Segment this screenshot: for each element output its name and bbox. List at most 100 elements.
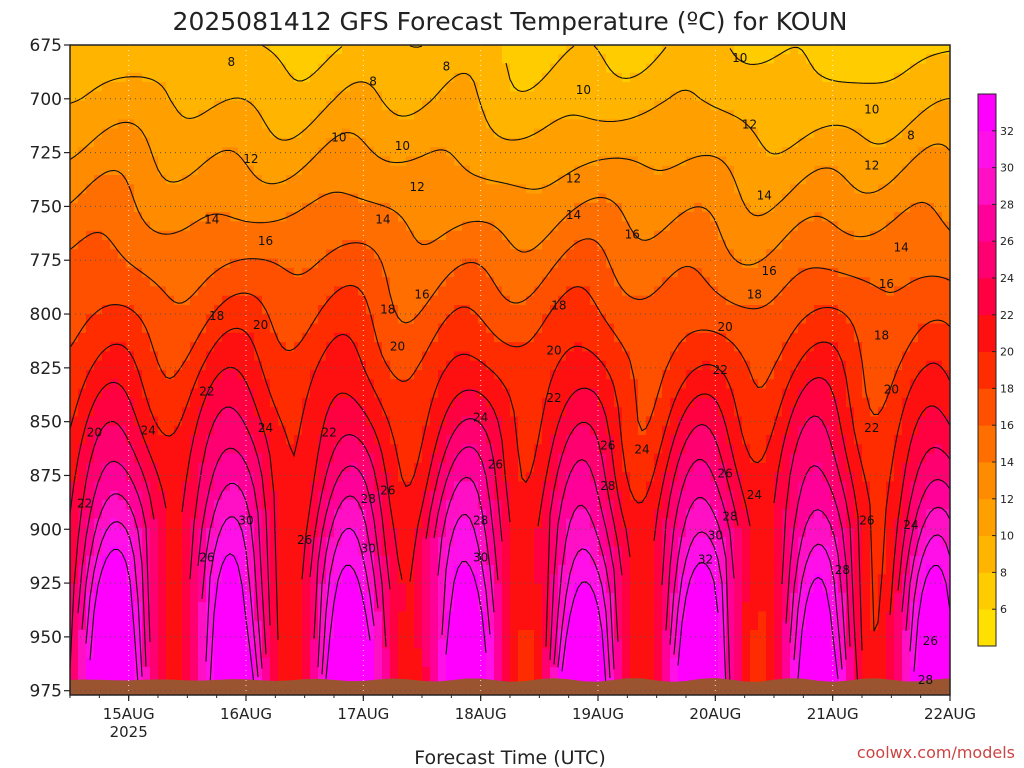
heatmap-cell: [286, 360, 295, 371]
heatmap-cell: [830, 360, 839, 371]
heatmap-cell: [430, 249, 439, 260]
heatmap-cell: [398, 72, 407, 83]
heatmap-cell: [110, 175, 119, 185]
heatmap-cell: [590, 249, 599, 260]
heatmap-cell: [782, 258, 791, 269]
heatmap-cell: [678, 407, 687, 418]
heatmap-cell: [886, 397, 895, 408]
heatmap-cell: [246, 72, 255, 83]
heatmap-cell: [142, 240, 151, 250]
heatmap-cell: [414, 332, 423, 343]
heatmap-cell: [422, 258, 431, 269]
heatmap-cell: [766, 388, 775, 399]
heatmap-cell: [454, 72, 463, 83]
heatmap-cell: [166, 45, 175, 55]
heatmap-cell: [614, 370, 623, 380]
heatmap-cell: [886, 286, 895, 297]
heatmap-cell: [542, 332, 551, 343]
heatmap-cell: [126, 221, 135, 232]
heatmap-cell: [294, 82, 303, 93]
heatmap-cell: [526, 342, 535, 353]
heatmap-cell: [894, 175, 903, 185]
heatmap-cell: [766, 295, 775, 306]
heatmap-cell: [870, 342, 879, 353]
heatmap-cell: [790, 156, 799, 167]
heatmap-cell: [878, 175, 887, 185]
heatmap-cell: [438, 110, 447, 120]
heatmap-cell: [846, 202, 855, 213]
heatmap-cell: [190, 72, 199, 83]
heatmap-cell: [862, 175, 871, 185]
heatmap-cell: [294, 370, 303, 380]
heatmap-cell: [302, 314, 311, 325]
heatmap-cell: [638, 184, 647, 195]
heatmap-cell: [478, 63, 487, 74]
heatmap-cell: [934, 212, 943, 223]
heatmap-cell: [310, 137, 319, 148]
heatmap-cell: [110, 184, 119, 195]
heatmap-cell: [774, 175, 783, 185]
heatmap-cell: [542, 240, 551, 250]
heatmap-cell: [222, 277, 231, 288]
heatmap-cell: [934, 388, 943, 399]
heatmap-cell: [734, 230, 743, 241]
heatmap-cell: [238, 82, 247, 93]
heatmap-cell: [190, 351, 199, 362]
heatmap-cell: [566, 258, 575, 269]
heatmap-cell: [222, 193, 231, 204]
heatmap-cell: [742, 184, 751, 195]
heatmap-cell: [734, 193, 743, 204]
heatmap-cell: [606, 202, 615, 213]
heatmap-cell: [134, 286, 143, 297]
heatmap-cell: [390, 193, 399, 204]
heatmap-cell: [254, 128, 263, 139]
heatmap-cell: [630, 360, 639, 371]
heatmap-cell: [678, 72, 687, 83]
heatmap-cell: [582, 416, 591, 427]
heatmap-cell: [662, 360, 671, 371]
heatmap-cell: [350, 425, 359, 436]
heatmap-cell: [254, 370, 263, 380]
heatmap-cell: [934, 193, 943, 204]
heatmap-cell: [606, 444, 615, 455]
heatmap-cell: [798, 119, 807, 130]
heatmap-cell: [918, 193, 927, 204]
heatmap-cell: [470, 202, 479, 213]
heatmap-cell: [454, 407, 463, 418]
heatmap-cell: [118, 184, 127, 195]
heatmap-cell: [454, 137, 463, 148]
heatmap-cell: [422, 314, 431, 325]
heatmap-cell: [206, 407, 215, 418]
heatmap-cell: [718, 416, 727, 427]
heatmap-cell: [942, 72, 950, 83]
heatmap-cell: [294, 416, 303, 427]
heatmap-cell: [710, 165, 719, 176]
heatmap-cell: [654, 110, 663, 120]
heatmap-cell: [390, 147, 399, 158]
heatmap-cell: [598, 388, 607, 399]
heatmap-cell: [806, 305, 815, 315]
heatmap-cell: [902, 407, 911, 418]
heatmap-cell: [366, 82, 375, 93]
heatmap-cell: [438, 379, 447, 390]
heatmap-cell: [102, 397, 111, 408]
heatmap-cell: [174, 305, 183, 315]
heatmap-cell: [606, 156, 615, 167]
heatmap-cell: [870, 397, 879, 408]
heatmap-cell: [718, 332, 727, 343]
heatmap-cell: [142, 397, 151, 408]
heatmap-cell: [550, 91, 559, 102]
heatmap-cell: [822, 221, 831, 232]
heatmap-cell: [494, 295, 503, 306]
heatmap-cell: [550, 119, 559, 130]
heatmap-cell: [326, 435, 335, 445]
heatmap-cell: [310, 91, 319, 102]
heatmap-cell: [470, 425, 479, 436]
heatmap-cell: [350, 388, 359, 399]
heatmap-cell: [150, 91, 159, 102]
heatmap-cell: [174, 397, 183, 408]
heatmap-cell: [878, 332, 887, 343]
heatmap-cell: [190, 45, 199, 55]
heatmap-cell: [630, 240, 639, 250]
heatmap-cell: [518, 397, 527, 408]
